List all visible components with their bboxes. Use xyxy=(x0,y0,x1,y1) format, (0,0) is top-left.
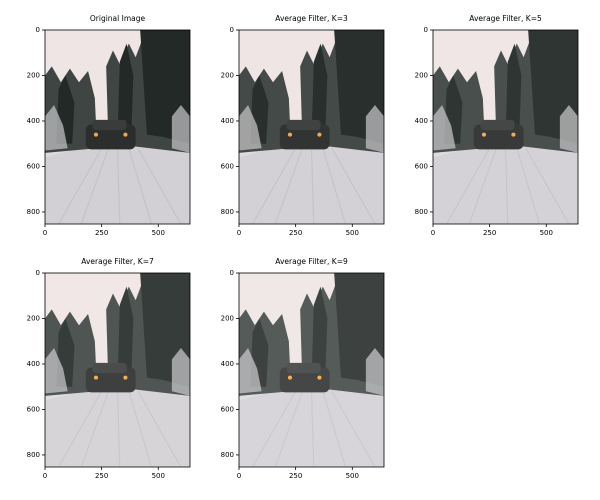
y-tick-label: 0 xyxy=(230,26,234,34)
y-tick-label: 400 xyxy=(27,117,40,125)
y-tick-label: 600 xyxy=(221,162,234,170)
y-tick-label: 600 xyxy=(27,162,40,170)
image xyxy=(239,30,384,224)
image xyxy=(239,273,384,467)
y-tick-label: 400 xyxy=(27,360,40,368)
x-tick-label: 250 xyxy=(95,229,108,237)
y-tick-label: 200 xyxy=(415,71,428,79)
x-tick-label: 0 xyxy=(431,229,435,237)
y-tick-label: 0 xyxy=(36,269,40,277)
axes-frame xyxy=(238,29,385,225)
x-tick-label: 0 xyxy=(43,229,47,237)
x-tick-label: 500 xyxy=(540,229,553,237)
x-tick-label: 500 xyxy=(346,229,359,237)
subplot-title: Original Image xyxy=(90,14,146,23)
y-tick-label: 600 xyxy=(221,405,234,413)
axes-frame xyxy=(432,29,579,225)
y-tick-label: 800 xyxy=(415,208,428,216)
axes-frame xyxy=(44,29,191,225)
image xyxy=(45,273,190,467)
axes-frame xyxy=(44,272,191,468)
x-tick-label: 250 xyxy=(289,472,302,480)
y-tick-label: 400 xyxy=(221,360,234,368)
x-tick-label: 500 xyxy=(346,472,359,480)
x-tick-label: 0 xyxy=(43,472,47,480)
axes-frame xyxy=(238,272,385,468)
y-tick-label: 600 xyxy=(415,162,428,170)
x-tick-label: 0 xyxy=(237,229,241,237)
x-tick-label: 250 xyxy=(289,229,302,237)
y-tick-label: 800 xyxy=(27,208,40,216)
y-tick-label: 800 xyxy=(221,208,234,216)
y-tick-label: 400 xyxy=(415,117,428,125)
y-tick-label: 200 xyxy=(27,314,40,322)
x-tick-label: 500 xyxy=(152,472,165,480)
y-tick-label: 200 xyxy=(221,71,234,79)
y-tick-label: 200 xyxy=(27,71,40,79)
x-tick-label: 0 xyxy=(237,472,241,480)
x-tick-label: 250 xyxy=(95,472,108,480)
x-tick-label: 500 xyxy=(152,229,165,237)
subplot-title: Average Filter, K=5 xyxy=(469,14,542,23)
y-tick-label: 800 xyxy=(27,451,40,459)
y-tick-label: 0 xyxy=(424,26,428,34)
image xyxy=(433,30,578,224)
subplot-title: Average Filter, K=3 xyxy=(275,14,348,23)
image xyxy=(45,30,190,224)
y-tick-label: 800 xyxy=(221,451,234,459)
y-tick-label: 400 xyxy=(221,117,234,125)
y-tick-label: 200 xyxy=(221,314,234,322)
x-tick-label: 250 xyxy=(483,229,496,237)
y-tick-label: 0 xyxy=(230,269,234,277)
y-tick-label: 0 xyxy=(36,26,40,34)
subplot-title: Average Filter, K=7 xyxy=(81,257,154,266)
y-tick-label: 600 xyxy=(27,405,40,413)
subplot-title: Average Filter, K=9 xyxy=(275,257,348,266)
